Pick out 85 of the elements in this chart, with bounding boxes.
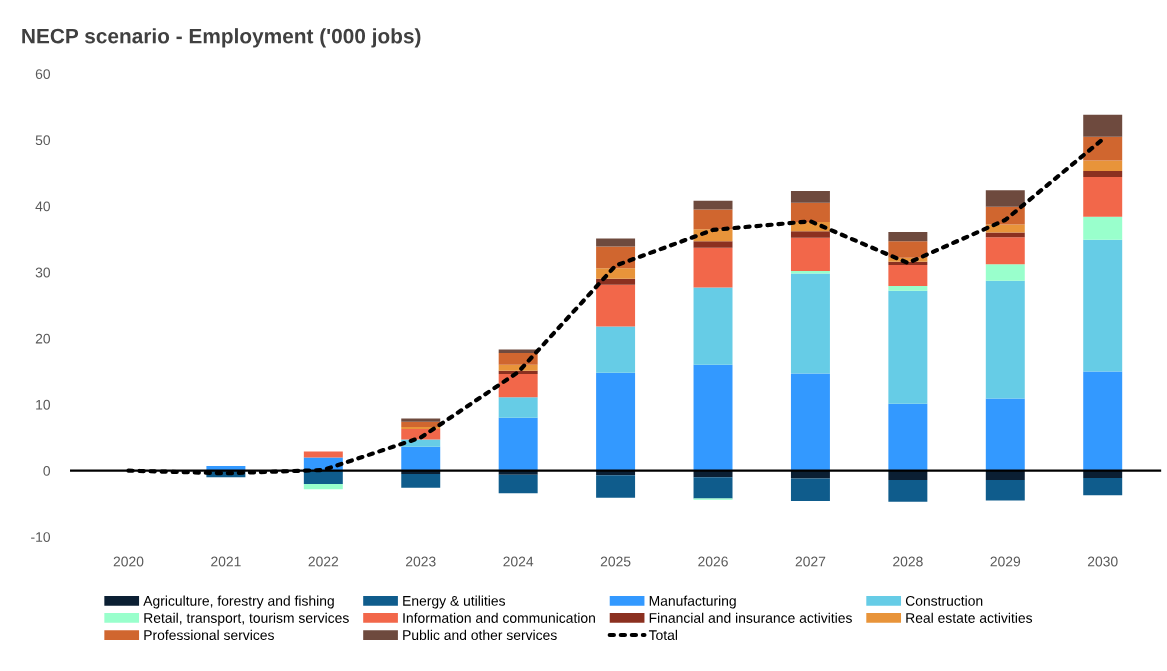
- bar: [790, 373, 830, 471]
- bar: [888, 264, 928, 287]
- x-tick-label: 2022: [308, 556, 339, 567]
- y-tick-label: 50: [35, 135, 51, 146]
- bar: [1083, 114, 1123, 137]
- bar: [596, 284, 636, 327]
- bar: [985, 479, 1025, 501]
- bar: [401, 446, 441, 471]
- y-tick-label: 10: [36, 399, 51, 410]
- bar: [888, 241, 928, 258]
- bar: [401, 418, 441, 422]
- bar: [790, 237, 830, 271]
- bar: [498, 474, 538, 494]
- y-tick-label: 60: [35, 69, 51, 79]
- bar: [888, 479, 928, 502]
- bar: [985, 224, 1025, 233]
- bar: [888, 286, 928, 291]
- legend-label: Information and communication: [403, 612, 595, 623]
- legend-label: Professional services: [144, 629, 274, 641]
- x-tick-label: 2027: [795, 556, 826, 567]
- bar: [303, 483, 343, 490]
- legend-label: Total: [648, 629, 678, 641]
- bar: [790, 202, 830, 222]
- bar: [1083, 171, 1123, 177]
- bar: [790, 273, 830, 374]
- x-tick-label: 2024: [503, 556, 534, 567]
- legend-label: Construction: [905, 595, 983, 606]
- legend-label: Financial and insurance activities: [649, 612, 852, 623]
- bar: [693, 209, 733, 230]
- bar: [693, 241, 733, 248]
- x-tick-label: 2029: [990, 556, 1021, 567]
- bar: [790, 270, 830, 274]
- legend-label: Real estate activities: [906, 612, 1033, 623]
- bar: [401, 473, 441, 488]
- y-tick-label: 30: [35, 267, 51, 278]
- y-tick-label: 20: [35, 333, 51, 344]
- bar: [985, 237, 1025, 265]
- bar: [693, 200, 733, 210]
- bar: [596, 246, 636, 269]
- bar: [498, 417, 538, 471]
- bar: [1083, 371, 1123, 471]
- bar: [1083, 477, 1123, 496]
- bar: [596, 372, 636, 471]
- bar: [985, 280, 1025, 399]
- legend-label: Retail, transport, tourism services: [144, 612, 349, 626]
- x-tick-label: 2025: [600, 556, 631, 567]
- x-tick-label: 2020: [113, 556, 144, 567]
- legend-label: Agriculture, forestry and fishing: [143, 595, 334, 609]
- bar: [790, 231, 830, 238]
- chart-title: NECP scenario - Employment ('000 jobs): [22, 28, 421, 48]
- bar: [596, 475, 636, 498]
- y-tick-label: -10: [31, 532, 51, 542]
- bar: [888, 403, 928, 471]
- x-tick-label: 2026: [698, 556, 728, 567]
- x-tick-label: 2030: [1087, 556, 1118, 567]
- bar: [693, 477, 733, 499]
- bar: [790, 190, 830, 203]
- y-tick-label: 40: [35, 201, 51, 212]
- bar: [498, 397, 538, 418]
- bar: [985, 264, 1025, 281]
- x-tick-label: 2021: [211, 556, 241, 567]
- legend-label: Public and other services: [403, 629, 557, 641]
- bar: [596, 278, 636, 285]
- bar: [985, 398, 1025, 471]
- bar: [888, 231, 928, 242]
- bar: [596, 326, 636, 373]
- bar: [498, 352, 538, 365]
- bar: [888, 290, 928, 404]
- bar: [1083, 216, 1123, 240]
- legend-label: Manufacturing: [649, 595, 736, 609]
- legend-label: Energy & utilities: [403, 595, 506, 609]
- bar: [790, 478, 830, 502]
- bar: [693, 247, 733, 288]
- y-tick-label: 0: [43, 465, 51, 476]
- x-tick-label: 2023: [406, 556, 436, 567]
- bar: [1083, 160, 1123, 172]
- bar: [985, 190, 1025, 207]
- bar: [498, 374, 538, 398]
- bar: [303, 451, 343, 458]
- bar: [303, 470, 343, 484]
- x-tick-label: 2028: [893, 556, 923, 567]
- bar: [1083, 176, 1123, 217]
- bar: [693, 364, 733, 471]
- bar: [693, 287, 733, 365]
- bar: [1083, 239, 1123, 372]
